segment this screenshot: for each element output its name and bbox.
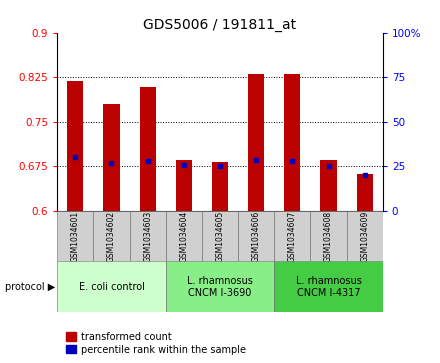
Text: protocol ▶: protocol ▶ xyxy=(5,282,55,292)
Bar xyxy=(284,74,301,211)
Text: GSM1034607: GSM1034607 xyxy=(288,210,297,262)
Text: GSM1034603: GSM1034603 xyxy=(143,210,152,262)
Bar xyxy=(212,162,228,211)
Bar xyxy=(57,211,93,261)
Text: L. rhamnosus
CNCM I-3690: L. rhamnosus CNCM I-3690 xyxy=(187,276,253,298)
Text: E. coli control: E. coli control xyxy=(78,282,144,292)
Text: GSM1034604: GSM1034604 xyxy=(180,210,188,262)
Text: GSM1034609: GSM1034609 xyxy=(360,210,369,262)
Bar xyxy=(166,261,274,312)
Bar xyxy=(67,81,84,211)
Bar xyxy=(176,160,192,211)
Bar xyxy=(139,87,156,211)
Text: GSM1034601: GSM1034601 xyxy=(71,211,80,261)
Legend: transformed count, percentile rank within the sample: transformed count, percentile rank withi… xyxy=(62,328,249,359)
Bar xyxy=(248,74,264,211)
Bar xyxy=(274,261,383,312)
Text: L. rhamnosus
CNCM I-4317: L. rhamnosus CNCM I-4317 xyxy=(296,276,362,298)
Bar xyxy=(166,211,202,261)
Bar xyxy=(57,261,166,312)
Bar xyxy=(238,211,274,261)
Text: GSM1034608: GSM1034608 xyxy=(324,211,333,261)
Title: GDS5006 / 191811_at: GDS5006 / 191811_at xyxy=(143,18,297,32)
Bar xyxy=(129,211,166,261)
Bar xyxy=(356,174,373,211)
Bar xyxy=(93,211,129,261)
Bar xyxy=(202,211,238,261)
Text: GSM1034602: GSM1034602 xyxy=(107,211,116,261)
Bar xyxy=(103,104,120,211)
Bar xyxy=(311,211,347,261)
Text: GSM1034605: GSM1034605 xyxy=(216,210,224,262)
Text: GSM1034606: GSM1034606 xyxy=(252,210,260,262)
Bar xyxy=(320,160,337,211)
Bar xyxy=(274,211,311,261)
Bar xyxy=(347,211,383,261)
